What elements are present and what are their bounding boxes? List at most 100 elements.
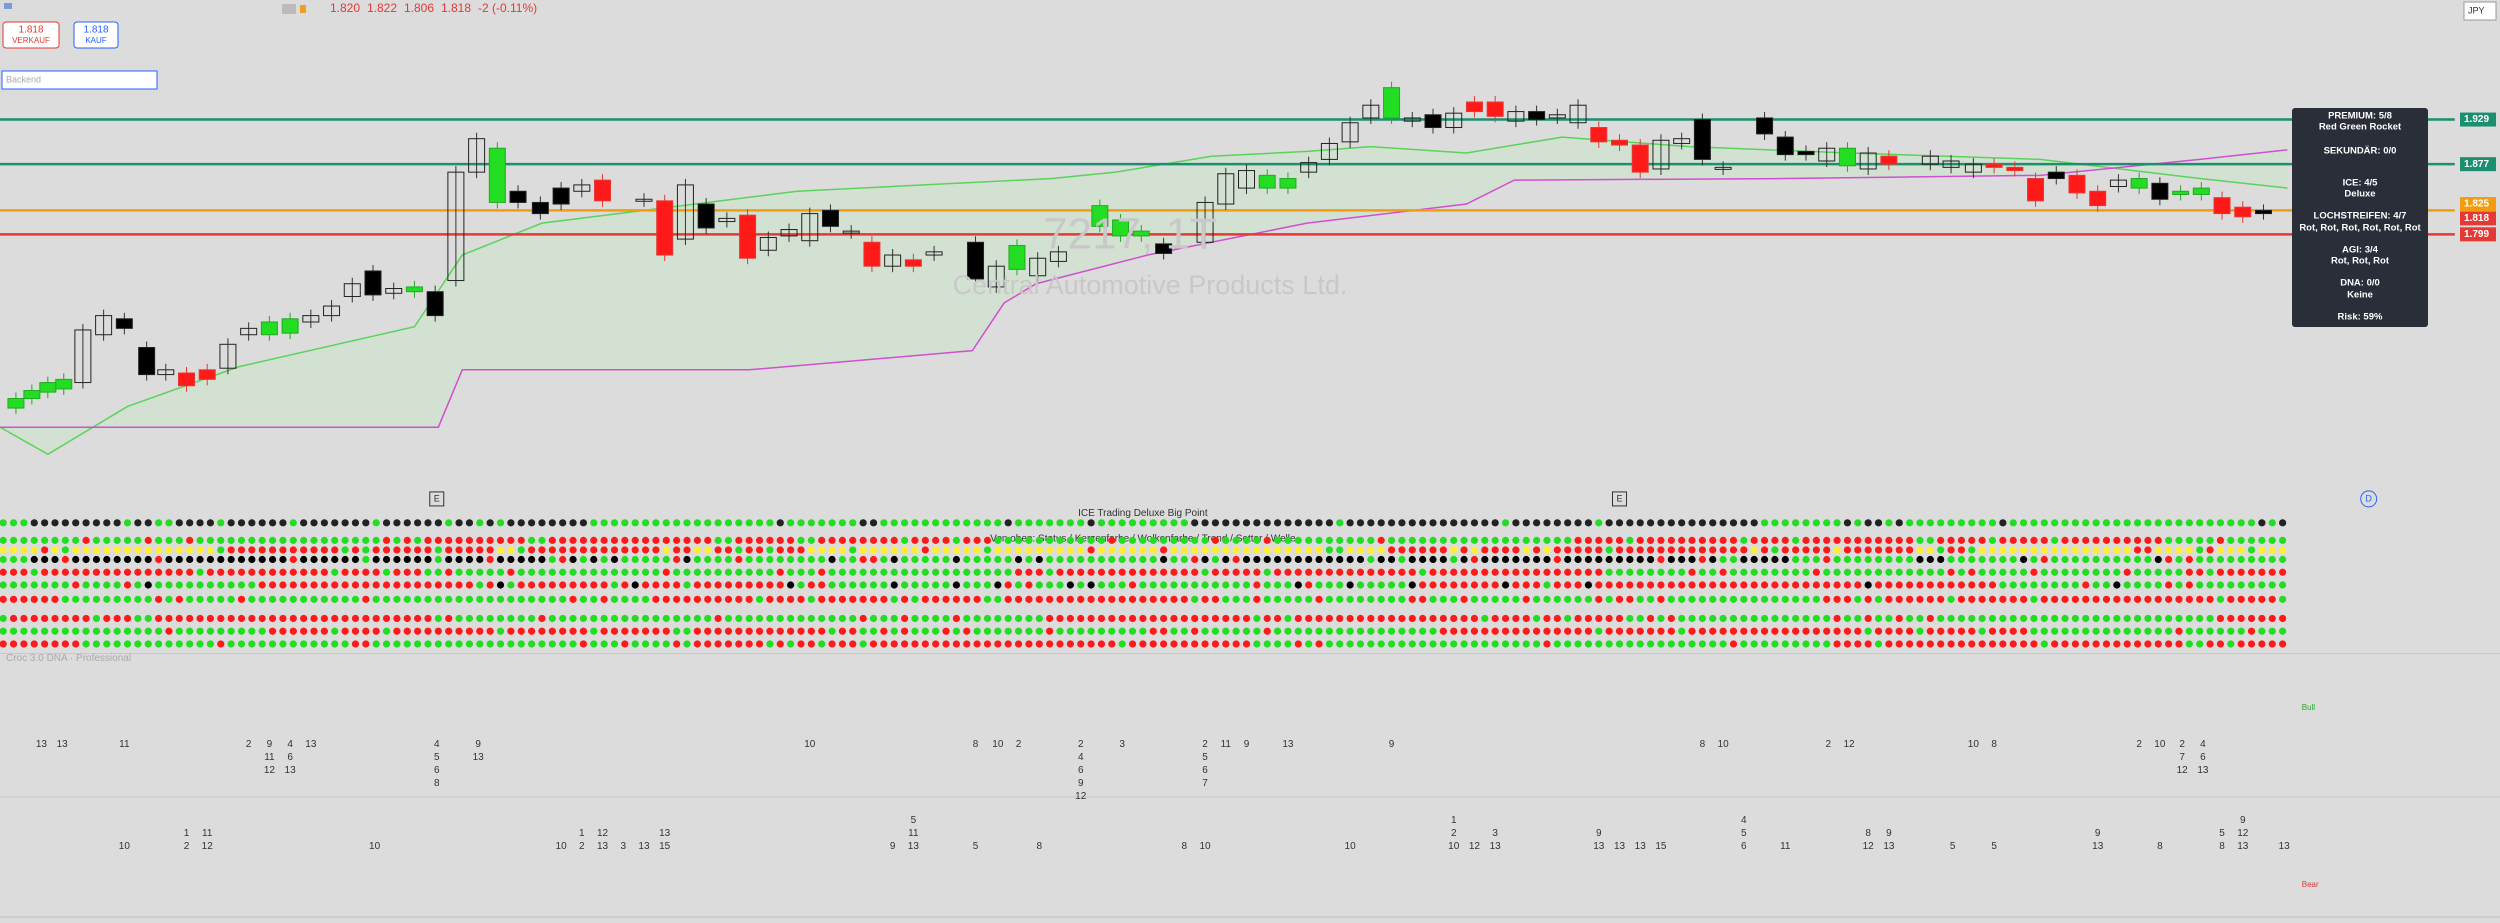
signal-dot (1688, 595, 1696, 603)
signal-dot (1729, 614, 1738, 623)
level-number: 9 (2095, 828, 2101, 839)
signal-dot (2009, 595, 2017, 603)
signal-dot (859, 640, 867, 648)
signal-dot (403, 595, 411, 603)
level-number: 9 (475, 739, 481, 750)
signal-dot (610, 555, 619, 564)
toolbar-input[interactable]: Backend (6, 74, 41, 84)
candle (1569, 104, 1587, 124)
signal-dot (2165, 536, 2173, 544)
buy-button[interactable] (73, 21, 119, 49)
signal-dot (517, 555, 525, 564)
signal-dot (818, 536, 826, 544)
signal-dot (807, 614, 815, 623)
level-number: 2 (1016, 739, 1022, 750)
signal-dot (755, 546, 764, 554)
signal-dot (51, 555, 59, 564)
signal-dot (1636, 536, 1644, 544)
signal-dot (248, 614, 256, 623)
signal-dot (2123, 640, 2131, 648)
signal-dot (963, 627, 971, 635)
currency-select[interactable] (2463, 1, 2497, 21)
signal-dot (217, 581, 225, 589)
signal-dot (2206, 519, 2214, 527)
signal-dot (1843, 595, 1852, 603)
signal-dot (538, 595, 546, 603)
signal-dot (206, 640, 215, 648)
signal-dot (196, 568, 204, 576)
toolbar[interactable] (1, 70, 158, 90)
signal-dot (1470, 614, 1479, 623)
signal-dot (30, 555, 38, 564)
signal-dot (1284, 627, 1292, 635)
signal-dot (745, 568, 753, 576)
signal-dot (2030, 536, 2038, 544)
signal-dot (2019, 568, 2028, 576)
signal-dot (527, 519, 536, 527)
signal-dot (455, 519, 463, 527)
signal-dot (911, 519, 919, 527)
signal-dot (1947, 555, 1955, 564)
signal-dot (559, 568, 567, 576)
signal-dot (1781, 581, 1789, 589)
signal-dot (2092, 614, 2100, 623)
signal-dot (527, 555, 536, 564)
level-number: 8 (973, 739, 979, 750)
signal-dot (983, 536, 992, 544)
signal-dot (900, 614, 909, 623)
signal-dot (445, 546, 453, 554)
signal-dot (1760, 595, 1769, 603)
signal-dot (1698, 555, 1706, 564)
signal-dot (476, 640, 484, 648)
signal-dot (279, 555, 287, 564)
signal-dot (652, 614, 660, 623)
candle (115, 318, 133, 329)
signal-dot (1149, 627, 1157, 635)
signal-dot (1325, 519, 1333, 527)
signal-dot (1916, 536, 1924, 544)
signal-dot (20, 568, 28, 576)
signal-dot (2279, 555, 2287, 564)
marker-label: E (1616, 493, 1622, 503)
signal-dot (2279, 614, 2287, 623)
signal-dot (911, 581, 919, 589)
signal-dot (1906, 536, 1914, 544)
candle (697, 203, 715, 229)
signal-dot (1595, 568, 1603, 576)
signal-dot (258, 555, 266, 564)
signal-dot (869, 555, 878, 564)
signal-dot (155, 627, 163, 635)
signal-dot (600, 640, 608, 648)
signal-dot (1087, 555, 1095, 564)
signal-dot (1066, 627, 1074, 635)
signal-dot (414, 595, 422, 603)
signal-dot (2279, 627, 2287, 635)
signal-dot (1636, 546, 1644, 554)
signal-dot (2268, 627, 2276, 635)
signal-dot (921, 555, 929, 564)
signal-dot (41, 640, 49, 648)
candle (157, 369, 175, 376)
signal-dot (911, 555, 919, 564)
signal-dot (1170, 627, 1178, 635)
signal-dot (268, 640, 277, 648)
signal-dot (1356, 614, 1365, 623)
signal-dot (538, 640, 546, 648)
signal-dot (331, 555, 339, 564)
signal-dot (1957, 555, 1966, 564)
level-number: 5 (1950, 841, 1956, 852)
signal-dot (2175, 627, 2183, 635)
level-number: 13 (2279, 841, 2291, 852)
signal-dot (724, 581, 733, 589)
indicator-title: ICE Trading Deluxe Big Point (1078, 508, 1208, 519)
signal-dot (445, 536, 453, 544)
signal-dot (932, 581, 940, 589)
sell-button[interactable] (2, 21, 60, 49)
signal-dot (1450, 568, 1458, 576)
signal-dot (289, 546, 297, 554)
candle (74, 329, 92, 384)
signal-dot (1771, 568, 1779, 576)
signal-dot (165, 581, 173, 589)
signal-dot (1812, 546, 1820, 554)
signal-dot (507, 614, 515, 623)
